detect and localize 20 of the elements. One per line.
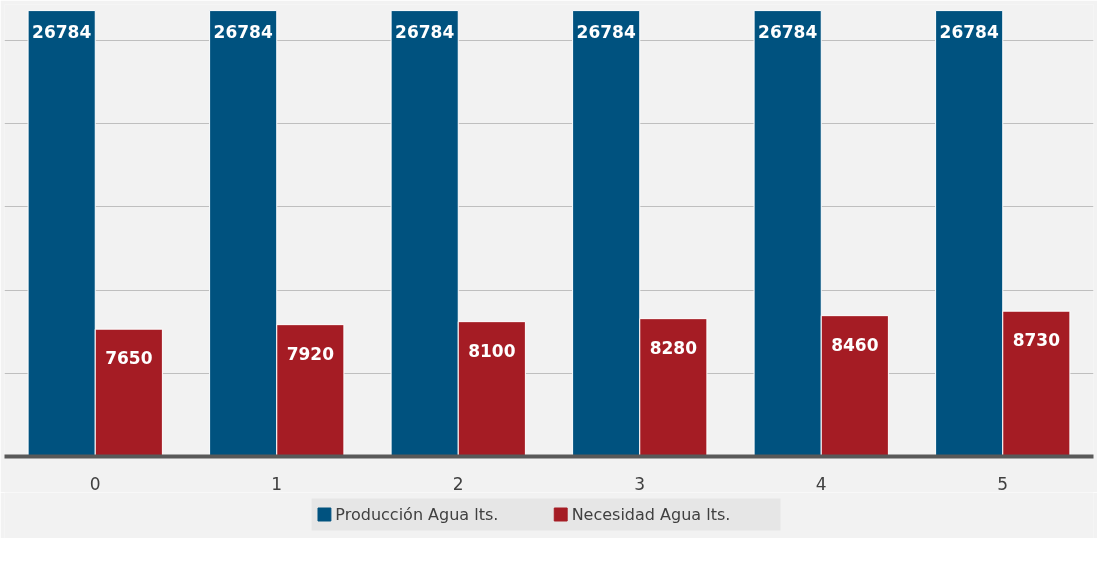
data-label: 26784 bbox=[939, 21, 999, 42]
data-label: 26784 bbox=[213, 21, 273, 42]
data-label: 26784 bbox=[758, 21, 818, 42]
data-label: 26784 bbox=[32, 21, 92, 42]
data-label: 7920 bbox=[286, 343, 335, 364]
data-label: 26784 bbox=[395, 21, 455, 42]
x-tick-label: 5 bbox=[997, 473, 1009, 494]
data-label: 8280 bbox=[649, 337, 698, 358]
data-label: 8100 bbox=[468, 340, 516, 361]
x-tick-label: 2 bbox=[452, 473, 464, 494]
x-tick-label: 4 bbox=[815, 473, 827, 494]
legend-label: Necesidad Agua lts. bbox=[571, 505, 731, 524]
x-tick-label: 3 bbox=[634, 473, 646, 494]
data-label: 26784 bbox=[576, 21, 636, 42]
x-tick-label: 1 bbox=[271, 473, 283, 494]
data-label: 7650 bbox=[105, 348, 153, 369]
data-label: 8460 bbox=[831, 334, 879, 355]
legend-label: Producción Agua lts. bbox=[335, 505, 499, 524]
x-tick-label: 0 bbox=[89, 473, 101, 494]
data-label: 8730 bbox=[1012, 330, 1061, 351]
